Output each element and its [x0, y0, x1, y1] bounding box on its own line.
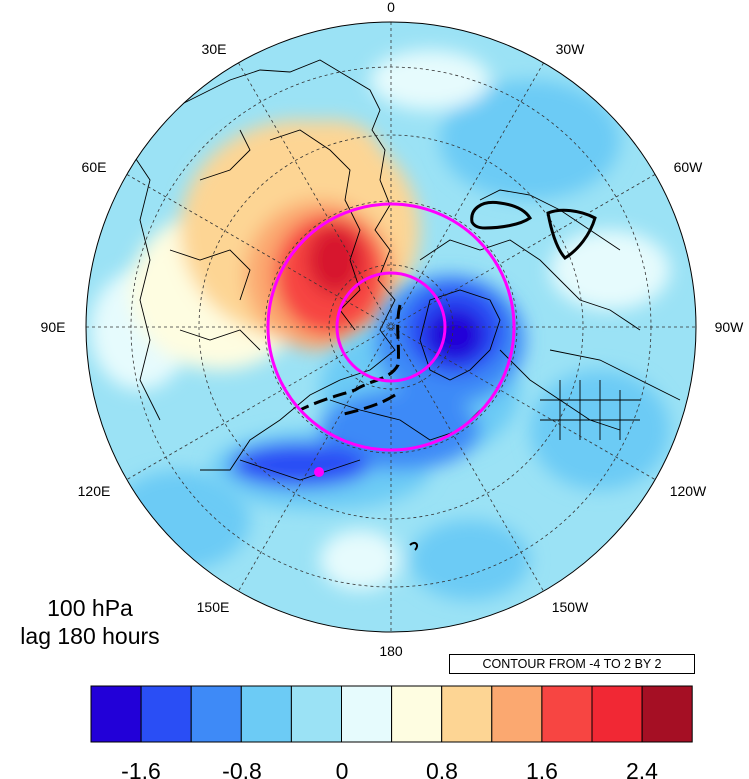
colorbar-swatch	[591, 685, 643, 743]
colorbar-tick-label: 0.8	[426, 758, 458, 779]
magenta-point-marker	[314, 467, 324, 477]
lon-label-180: 180	[379, 643, 403, 659]
colorbar-swatch	[391, 685, 443, 743]
lon-label-30w: 30W	[556, 41, 586, 57]
colorbar	[90, 685, 693, 743]
colorbar-swatch	[190, 685, 242, 743]
colorbar-tick-label: -0.8	[222, 758, 262, 779]
colorbar-swatch	[541, 685, 593, 743]
colorbar-swatch	[441, 685, 493, 743]
lon-label-30e: 30E	[202, 41, 227, 57]
colorbar-tick-label: 0	[336, 758, 349, 779]
lon-label-120e: 120E	[78, 483, 111, 499]
map-boundary	[85, 21, 697, 633]
lon-label-150e: 150E	[197, 599, 230, 615]
lon-label-0: 0	[387, 0, 395, 15]
colorbar-swatch	[90, 685, 142, 743]
colorbar-swatch	[491, 685, 543, 743]
colorbar-swatch	[641, 685, 693, 743]
graticule	[86, 22, 696, 632]
lon-label-90e: 90E	[41, 319, 66, 335]
longitude-labels: 0 30W 60W 90W 120W 150W 180 150E 120E 90…	[41, 0, 745, 659]
colorbar-swatch	[140, 685, 192, 743]
colorbar-tick-label: 1.6	[526, 758, 558, 779]
lon-label-60w: 60W	[674, 159, 704, 175]
colorbar-swatch	[290, 685, 342, 743]
lon-label-60e: 60E	[82, 159, 107, 175]
colorbar-swatch	[341, 685, 393, 743]
contour-info-box: CONTOUR FROM -4 TO 2 BY 2	[449, 654, 695, 674]
colorbar-tick-label: 2.4	[626, 758, 658, 779]
lon-label-150w: 150W	[552, 599, 589, 615]
lag-label: lag 180 hours	[20, 623, 160, 649]
colorbar-ticks: -1.6 -0.8 0 0.8 1.6 2.4	[121, 758, 658, 779]
lon-label-120w: 120W	[670, 483, 707, 499]
lon-label-90w: 90W	[715, 319, 745, 335]
pressure-level-label: 100 hPa	[47, 595, 133, 621]
colorbar-swatch	[240, 685, 292, 743]
inner-radius-circle	[335, 271, 447, 383]
colorbar-tick-label: -1.6	[121, 758, 161, 779]
outer-radius-circle	[266, 202, 516, 452]
